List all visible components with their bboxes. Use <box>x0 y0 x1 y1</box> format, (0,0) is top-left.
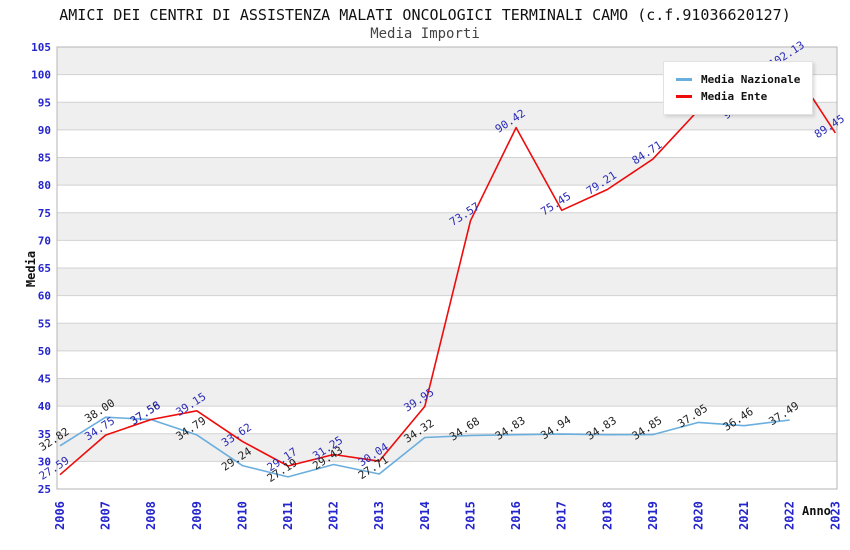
y-tick-label: 80 <box>38 179 51 192</box>
x-tick-label: 2019 <box>646 501 660 530</box>
plot-border <box>56 46 838 490</box>
y-tick-label: 100 <box>31 69 51 82</box>
y-tick-label: 105 <box>31 41 51 54</box>
legend-item-media-nazionale: Media Nazionale <box>676 73 800 86</box>
plot-band <box>57 268 837 296</box>
plot-band <box>57 212 837 241</box>
chart-line-media-nazionale <box>59 416 790 478</box>
plot-band <box>57 433 837 462</box>
y-tick-label: 45 <box>38 373 51 386</box>
x-tick-label: 2013 <box>372 501 386 530</box>
legend-item-label: Media Nazionale <box>701 73 801 86</box>
x-tick-label: 2021 <box>737 501 751 530</box>
chart-title: AMICI DEI CENTRI DI ASSISTENZA MALATI ON… <box>59 6 791 24</box>
x-tick-label: 2008 <box>144 501 158 530</box>
legend-swatch-icon <box>676 78 692 81</box>
x-tick-label: 2010 <box>235 501 249 530</box>
x-tick-label: 2020 <box>691 501 705 530</box>
y-tick-label: 90 <box>38 124 51 137</box>
y-tick-label: 65 <box>38 262 51 275</box>
legend-item-media-ente: Media Ente <box>676 90 800 103</box>
legend-item-label: Media Ente <box>701 90 768 103</box>
x-tick-label: 2014 <box>418 501 432 530</box>
y-tick-label: 60 <box>38 290 51 303</box>
y-tick-label: 70 <box>38 234 51 247</box>
x-tick-label: 2018 <box>600 501 614 530</box>
legend-swatch-icon <box>676 95 692 98</box>
x-tick-label: 2023 <box>828 501 842 530</box>
y-axis-title: Media <box>24 250 38 288</box>
y-tick-label: 95 <box>38 96 51 109</box>
plot-band <box>57 157 837 186</box>
plot-band <box>57 323 837 351</box>
legend: Media Nazionale Media Ente <box>663 61 814 115</box>
y-tick-label: 85 <box>38 152 51 165</box>
y-tick-label: 55 <box>38 317 51 330</box>
y-tick-label: 35 <box>38 428 51 441</box>
x-tick-label: 2015 <box>463 501 477 530</box>
plot-band <box>57 378 837 407</box>
point-label: 36.46 <box>721 405 756 434</box>
x-tick-label: 2006 <box>53 501 67 530</box>
x-tick-label: 2011 <box>281 501 295 530</box>
y-tick-label: 50 <box>38 345 51 358</box>
x-tick-label: 2022 <box>783 501 797 530</box>
chart-subtitle: Media Importi <box>370 26 480 42</box>
y-tick-label: 40 <box>38 400 51 413</box>
x-tick-label: 2017 <box>555 501 569 530</box>
point-label-group: 36.46 <box>721 405 756 434</box>
x-axis-title: Anno <box>802 504 831 518</box>
y-tick-label: 25 <box>38 483 51 496</box>
y-tick-label: 30 <box>38 455 51 468</box>
x-tick-label: 2007 <box>99 501 113 530</box>
x-tick-label: 2009 <box>190 501 204 530</box>
x-tick-label: 2016 <box>509 501 523 530</box>
y-tick-label: 75 <box>38 207 51 220</box>
x-tick-label: 2012 <box>327 501 341 530</box>
